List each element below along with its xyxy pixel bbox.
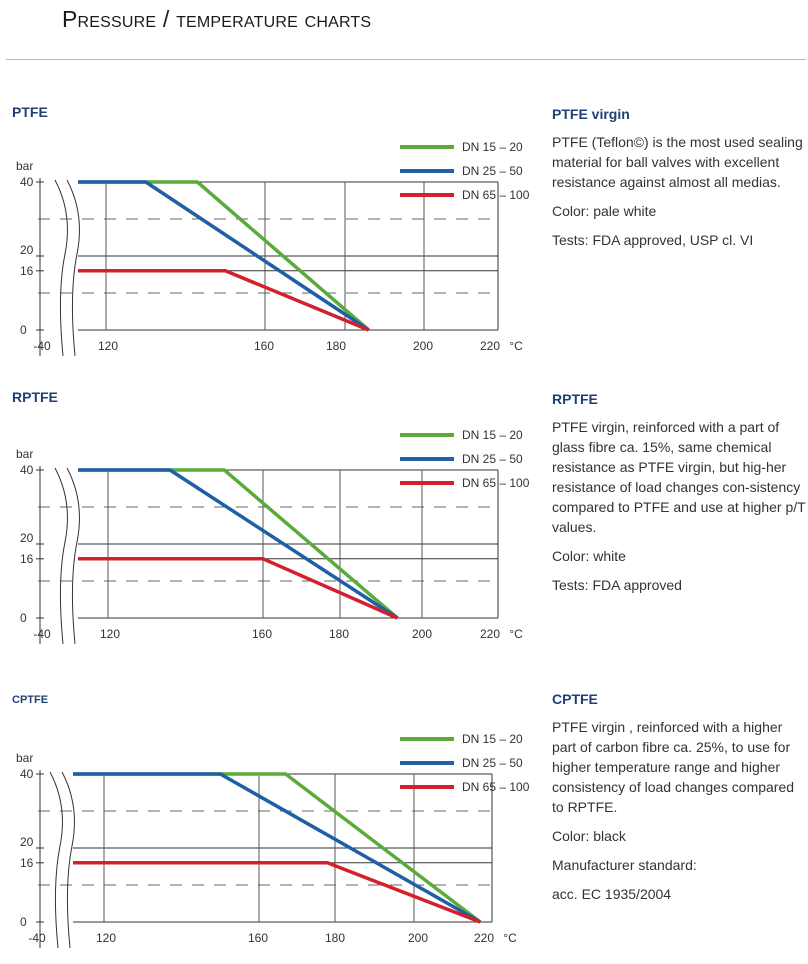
x-axis-unit: °C [509,339,523,353]
x-tick-label: 160 [248,931,268,945]
desc-body: PTFE (Teflon©) is the most used sealing … [552,134,803,190]
axis-break-mark [66,179,80,357]
series-line-2 [73,861,481,924]
x-tick-label: 200 [408,931,428,945]
legend-label-0: DN 15 – 20 [462,732,523,746]
y-tick-label: 0 [20,915,27,929]
series-line-1 [78,180,370,332]
chart-cptfe: bar 0 16 20 40 -40 120 160 180 200 220 °C DN 15 – 20… [16,732,530,949]
series-line-2 [78,269,370,332]
legend-label-0: DN 15 – 20 [462,428,523,442]
y-tick-label: 0 [20,611,27,625]
desc-body: PTFE virgin, reinforced with a part of g… [552,419,806,535]
desc-line: Color: pale white [552,203,657,219]
x-axis-unit: °C [509,627,523,641]
x-tick-label: -40 [28,931,46,945]
y-tick-label: 0 [20,323,27,337]
x-tick-label: 200 [413,339,433,353]
chart-rptfe: bar 0 16 20 40 -40 120 160 180 200 220 °C DN 15 – 20… [16,428,530,645]
desc-cptfe: CPTFE PTFE virgin , reinforced with a hi… [552,689,808,913]
legend-label-0: DN 15 – 20 [462,140,523,154]
axis-break-mark [54,467,68,645]
desc-line: Manufacturer standard: [552,857,697,873]
desc-title: CPTFE [552,691,598,707]
title-divider [6,59,806,60]
x-tick-label: 220 [480,627,500,641]
desc-line: Tests: FDA approved, USP cl. VI [552,232,754,248]
desc-body: PTFE virgin , reinforced with a higher p… [552,719,795,815]
series-line-1 [78,468,399,620]
x-tick-label: 220 [480,339,500,353]
desc-title: PTFE virgin [552,106,630,122]
x-tick-label: 180 [329,627,349,641]
x-tick-label: 220 [474,931,494,945]
x-tick-label: 200 [412,627,432,641]
series-line-2 [78,557,399,620]
x-tick-label: 180 [326,339,346,353]
x-tick-label: 160 [254,339,274,353]
legend-label-2: DN 65 – 100 [462,476,530,490]
axis-break-mark [54,179,68,357]
series-line-1 [73,772,482,924]
x-axis-unit: °C [503,931,517,945]
desc-line: Color: black [552,828,626,844]
x-tick-label: -40 [33,339,51,353]
desc-line: acc. EC 1935/2004 [552,886,672,902]
y-axis-label: bar [16,159,33,173]
legend-label-1: DN 25 – 50 [462,164,523,178]
y-tick-label: 16 [20,264,34,278]
axis-break-mark [61,771,75,949]
y-tick-label: 16 [20,552,34,566]
y-axis-label: bar [16,751,33,765]
desc-rptfe: RPTFE PTFE virgin, reinforced with a par… [552,389,808,604]
section-label-ptfe: PTFE [12,104,48,120]
axis-break-mark [66,467,80,645]
legend-label-2: DN 65 – 100 [462,780,530,794]
x-tick-label: -40 [33,627,51,641]
x-tick-label: 160 [252,627,272,641]
page-title: Pressure / temperature charts [62,6,372,32]
legend-label-1: DN 25 – 50 [462,452,523,466]
y-tick-label: 40 [20,175,34,189]
section-label-cptfe: CPTFE [12,694,49,706]
y-tick-label: 40 [20,767,34,781]
y-tick-label: 40 [20,463,34,477]
chart-ptfe: bar 0 16 20 40 -40 120 160 180 200 220 °C DN 15 – 20… [16,140,530,357]
legend-label-1: DN 25 – 50 [462,756,523,770]
axis-break-mark [49,771,63,949]
desc-line: Tests: FDA approved [552,577,682,593]
y-axis-label: bar [16,447,33,461]
legend-label-2: DN 65 – 100 [462,188,530,202]
x-tick-label: 180 [325,931,345,945]
desc-ptfe: PTFE virgin PTFE (Teflon©) is the most u… [552,104,808,259]
y-tick-label: 20 [20,531,34,545]
x-tick-label: 120 [100,627,120,641]
y-tick-label: 20 [20,835,34,849]
section-label-rptfe: RPTFE [12,389,58,405]
y-tick-label: 16 [20,856,34,870]
y-tick-label: 20 [20,243,34,257]
desc-line: Color: white [552,548,626,564]
x-tick-label: 120 [96,931,116,945]
desc-title: RPTFE [552,391,598,407]
x-tick-label: 120 [98,339,118,353]
